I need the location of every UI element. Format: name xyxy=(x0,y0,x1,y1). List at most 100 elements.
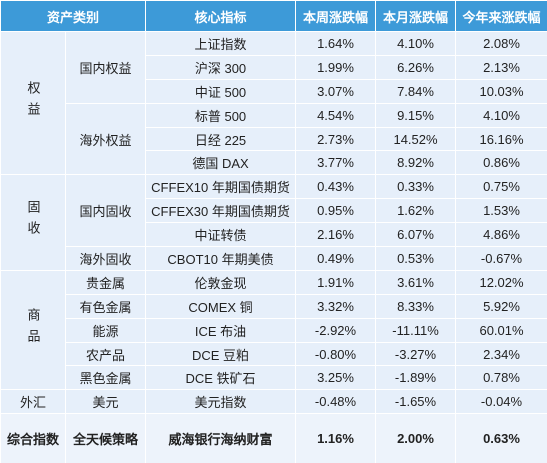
value-cell: 0.78% xyxy=(455,365,547,391)
value-cell: 0.53% xyxy=(375,246,457,271)
value-cell: -2.92% xyxy=(295,317,377,343)
value-cell: 3.77% xyxy=(295,150,377,176)
summary-cell: 综合指数 xyxy=(0,413,66,463)
group-label: 固收 xyxy=(25,200,41,243)
value-cell: 3.07% xyxy=(295,78,377,104)
value-cell: 2.73% xyxy=(295,126,377,152)
indicator-cell: 伦敦金现 xyxy=(145,269,297,295)
value-cell: 1.62% xyxy=(375,198,457,224)
table-row: 有色金属 COMEX 铜 3.32% 8.33% 5.92% xyxy=(1,293,547,319)
header-cell: 今年来涨跌幅 xyxy=(455,0,547,32)
value-cell: 1.53% xyxy=(455,198,547,224)
table-row: 中证转债 2.16% 6.07% 4.86% xyxy=(1,222,547,248)
subgroup-cell: 有色金属 xyxy=(64,293,147,319)
group-label: 商品 xyxy=(25,307,41,350)
indicator-cell: 中证 500 xyxy=(145,78,297,104)
value-cell: -1.89% xyxy=(375,365,457,391)
table-row: 中证 500 3.07% 7.84% 10.03% xyxy=(1,78,547,104)
value-cell: -0.48% xyxy=(295,389,377,415)
value-cell: -0.04% xyxy=(455,389,547,415)
value-cell: 1.91% xyxy=(295,269,377,295)
value-cell: 8.92% xyxy=(375,150,457,176)
value-cell: 12.02% xyxy=(455,269,547,295)
indicator-cell: CBOT10 年期美债 xyxy=(145,246,297,271)
value-cell: 16.16% xyxy=(455,126,547,152)
header-cell: 核心指标 xyxy=(145,0,297,32)
table-row: 海外权益 标普 500 4.54% 9.15% 4.10% xyxy=(1,102,547,176)
value-cell: 1.99% xyxy=(295,54,377,80)
table-row: 能源 ICE 布油 -2.92% -11.11% 60.01% xyxy=(1,317,547,343)
indicator-cell: 日经 225 xyxy=(145,126,297,152)
table-row: 黑色金属 DCE 铁矿石 3.25% -1.89% 0.78% xyxy=(1,365,547,391)
indicator-cell: 标普 500 xyxy=(145,102,297,128)
summary-cell: 全天候策略 xyxy=(64,413,147,463)
value-cell: 2.08% xyxy=(455,31,547,56)
group-cell: 固收 xyxy=(0,174,66,271)
value-cell: 6.26% xyxy=(375,54,457,80)
subgroup-cell: 贵金属 xyxy=(64,269,147,295)
subgroup-cell: 农产品 xyxy=(64,341,147,367)
header-cell: 本月涨跌幅 xyxy=(375,0,457,32)
value-cell: 2.13% xyxy=(455,54,547,80)
table-row: 固收 国内固收 CFFEX10 年期国债期货 0.43% 0.33% 0.75% xyxy=(0,174,547,271)
indicator-cell: 上证指数 xyxy=(145,31,297,56)
value-cell: 9.15% xyxy=(375,102,457,128)
indicator-cell: 中证转债 xyxy=(145,222,297,248)
value-cell: 14.52% xyxy=(375,126,457,152)
table-row: 商品 贵金属 伦敦金现 1.91% 3.61% 12.02% xyxy=(0,269,547,391)
value-cell: -1.65% xyxy=(375,389,457,415)
indicator-cell: CFFEX10 年期国债期货 xyxy=(145,174,297,200)
value-cell: 2.34% xyxy=(455,341,547,367)
value-cell: -3.27% xyxy=(375,341,457,367)
group-label: 外汇 xyxy=(19,395,46,411)
summary-cell: 2.00% xyxy=(375,413,457,463)
indicator-cell: COMEX 铜 xyxy=(145,293,297,319)
value-cell: 10.03% xyxy=(455,78,547,104)
value-cell: 4.86% xyxy=(455,222,547,248)
table-row: 海外固收 CBOT10 年期美债 0.49% 0.53% -0.67% xyxy=(1,246,547,271)
table-row: CFFEX30 年期国债期货 0.95% 1.62% 1.53% xyxy=(1,198,547,224)
table-row: 权益 国内权益 上证指数 1.64% 4.10% 2.08% xyxy=(0,30,547,176)
table-row: 德国 DAX 3.77% 8.92% 0.86% xyxy=(1,150,547,176)
value-cell: 4.10% xyxy=(455,102,547,128)
value-cell: 0.49% xyxy=(295,246,377,271)
value-cell: 4.54% xyxy=(295,102,377,128)
value-cell: 0.33% xyxy=(375,174,457,200)
subgroup-cell: 海外权益 xyxy=(64,102,147,176)
table-row: 日经 225 2.73% 14.52% 16.16% xyxy=(1,126,547,152)
summary-row: 综合指数 全天候策略 威海银行海纳财富 1.16% 2.00% 0.63% xyxy=(0,413,547,463)
group-cell: 权益 xyxy=(0,30,66,176)
indicator-cell: 美元指数 xyxy=(145,389,297,415)
subgroup-cell: 能源 xyxy=(64,317,147,343)
value-cell: 3.25% xyxy=(295,365,377,391)
subgroup-cell: 美元 xyxy=(64,389,147,415)
value-cell: 0.86% xyxy=(455,150,547,176)
table-row: 农产品 DCE 豆粕 -0.80% -3.27% 2.34% xyxy=(1,341,547,367)
indicator-cell: 沪深 300 xyxy=(145,54,297,80)
value-cell: 7.84% xyxy=(375,78,457,104)
header-cell: 本周涨跌幅 xyxy=(295,0,377,32)
group-cell: 商品 xyxy=(0,269,66,391)
subgroup-cell: 黑色金属 xyxy=(64,365,147,391)
group-cell: 外汇 xyxy=(0,389,66,415)
value-cell: -0.80% xyxy=(295,341,377,367)
subgroup-cell: 国内权益 xyxy=(64,31,147,104)
header-row: 资产类别 核心指标 本周涨跌幅 本月涨跌幅 今年来涨跌幅 xyxy=(0,0,547,32)
indicator-cell: DCE 豆粕 xyxy=(145,341,297,367)
value-cell: 1.64% xyxy=(295,31,377,56)
value-cell: 3.32% xyxy=(295,293,377,319)
table-row: 外汇 美元 美元指数 -0.48% -1.65% -0.04% xyxy=(0,389,547,415)
value-cell: 2.16% xyxy=(295,222,377,248)
value-cell: 0.43% xyxy=(295,174,377,200)
table-row: 沪深 300 1.99% 6.26% 2.13% xyxy=(1,54,547,80)
indicator-cell: CFFEX30 年期国债期货 xyxy=(145,198,297,224)
indicator-cell: 德国 DAX xyxy=(145,150,297,176)
value-cell: 5.92% xyxy=(455,293,547,319)
value-cell: 60.01% xyxy=(455,317,547,343)
indicator-cell: DCE 铁矿石 xyxy=(145,365,297,391)
subgroup-cell: 国内固收 xyxy=(64,174,147,248)
value-cell: 0.95% xyxy=(295,198,377,224)
value-cell: 0.75% xyxy=(455,174,547,200)
